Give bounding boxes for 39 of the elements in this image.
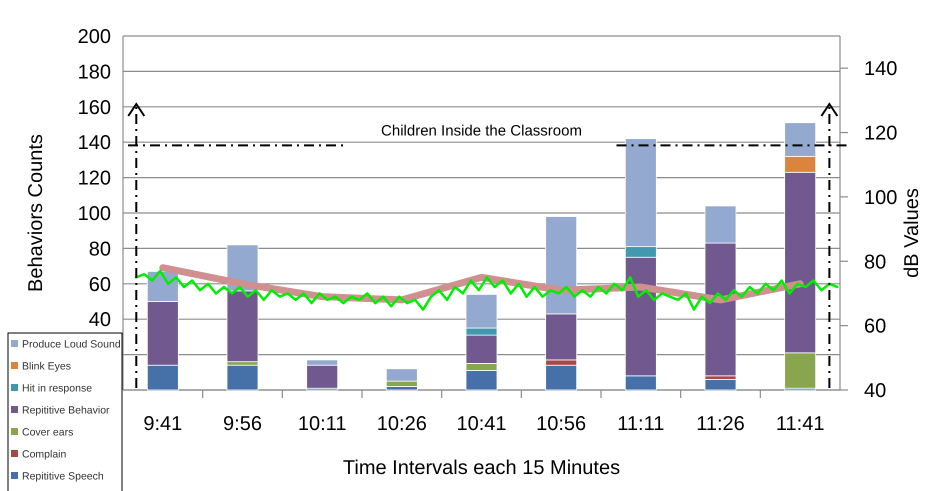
line-series [135, 270, 839, 311]
x-tick-label: 9:56 [223, 413, 262, 435]
bar [226, 364, 258, 390]
x-tick-label: 11:26 [696, 413, 745, 435]
y-tick-label: 40 [88, 309, 111, 332]
legend-label: Repititive Behavior [22, 404, 110, 417]
x-tick-label: 10:41 [456, 413, 507, 435]
x-tick-label: 9:41 [143, 413, 182, 435]
y2-tick-label: 140 [864, 58, 898, 80]
y-tick-label: 180 [78, 61, 111, 84]
legend-label: Hit in response [22, 382, 92, 395]
y-tick-label: 120 [78, 168, 111, 190]
ref-line-label: Children Inside the Classroom [381, 122, 582, 140]
y-tick-label: 80 [88, 238, 111, 260]
y2-tick-label: 100 [864, 186, 898, 209]
x-tick-label: 10:11 [298, 413, 346, 435]
legend-label: Cover ears [22, 426, 74, 439]
x-axis-title: Time Intervals each 15 Minutes [342, 457, 620, 479]
legend-label: Repititive Speech [22, 470, 104, 483]
y2-axis-title: dB Values [901, 188, 923, 278]
y-tick-label: 200 [78, 26, 111, 48]
x-tick-label: 11:11 [617, 413, 664, 435]
x-tick-label: 10:26 [376, 413, 427, 435]
y-axis-title: Behaviors Counts [25, 134, 47, 292]
x-tick-label: 10:56 [536, 413, 586, 435]
legend-label: Complain [22, 448, 67, 461]
y-tick-label: 100 [78, 203, 111, 225]
y-tick-label: 60 [88, 274, 111, 296]
bar [704, 378, 736, 390]
y-tick-label: 140 [78, 132, 111, 154]
legend-label: Blink Eyes [22, 360, 72, 373]
y2-tick-label: 60 [864, 316, 886, 338]
y2-tick-label: 80 [864, 251, 886, 274]
y-tick-label: 160 [78, 96, 111, 119]
x-tick-label: 11:41 [776, 413, 824, 435]
bar [545, 364, 578, 390]
legend-label: Produce Loud Sound [22, 338, 121, 351]
y2-tick-label: 40 [864, 380, 886, 402]
y2-tick-label: 120 [864, 122, 898, 145]
